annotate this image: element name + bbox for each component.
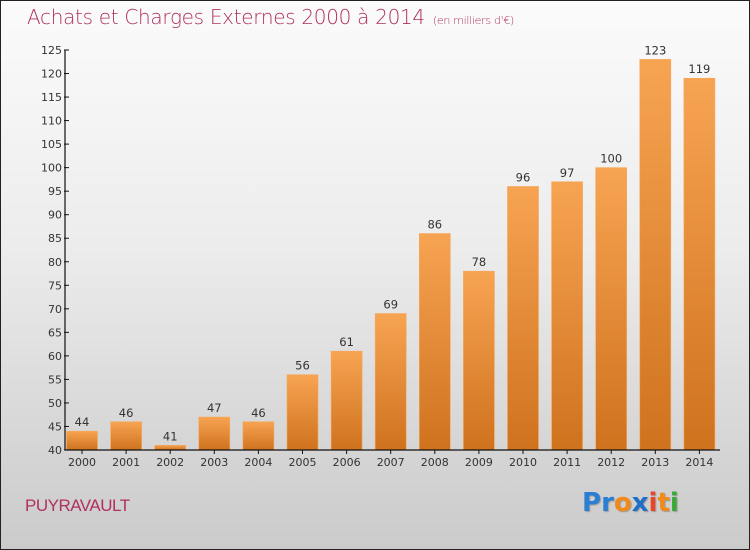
- logo-letter: i: [648, 488, 658, 518]
- bar-2003: [198, 416, 231, 451]
- y-tick-label-115: 115: [41, 91, 62, 104]
- x-tick-label-2001: 2001: [112, 456, 140, 469]
- bar-2014: [683, 77, 716, 451]
- bar-2000: [66, 430, 98, 451]
- value-label-2009: 78: [472, 255, 487, 269]
- x-tick-label-2000: 2000: [68, 456, 96, 469]
- value-label-2008: 86: [427, 218, 442, 232]
- y-tick-label-75: 75: [48, 279, 62, 292]
- bar-2005: [286, 374, 319, 451]
- y-tick-label-125: 125: [41, 44, 62, 57]
- value-label-2011: 97: [560, 166, 575, 180]
- y-tick-label-95: 95: [48, 185, 62, 198]
- bar-2004: [242, 421, 275, 451]
- value-label-2007: 69: [383, 298, 398, 312]
- value-label-2012: 100: [600, 152, 622, 166]
- bar-2011: [551, 181, 583, 451]
- bar-2010: [507, 186, 539, 451]
- value-label-2001: 46: [119, 406, 134, 420]
- logo-letter: t: [657, 488, 670, 518]
- y-tick-label-60: 60: [48, 350, 62, 363]
- value-label-2003: 47: [207, 401, 222, 415]
- x-tick-label-2004: 2004: [244, 456, 272, 469]
- bar-2006: [330, 350, 363, 451]
- x-tick-label-2005: 2005: [289, 456, 317, 469]
- y-tick-label-100: 100: [41, 162, 62, 175]
- x-tick-label-2006: 2006: [333, 456, 361, 469]
- chart-subtitle: (en milliers d'€): [432, 14, 515, 27]
- y-tick-label-45: 45: [48, 420, 62, 433]
- axes-group: 2000 2001 2002 2003 2004 2005 2006 2007 2008 2009…: [41, 44, 720, 469]
- y-tick-label-90: 90: [48, 209, 62, 222]
- bar-2009: [463, 270, 495, 451]
- x-tick-label-2003: 2003: [200, 456, 228, 469]
- logo-letter: r: [601, 488, 614, 518]
- y-tick-label-70: 70: [48, 303, 62, 316]
- bar-2007: [374, 313, 407, 451]
- y-tick-label-110: 110: [41, 115, 62, 128]
- logo-letter: P: [582, 488, 602, 518]
- bar-2002: [154, 444, 186, 451]
- value-label-2004: 46: [251, 406, 266, 420]
- x-tick-label-2014: 2014: [685, 456, 713, 469]
- x-tick-label-2009: 2009: [465, 456, 493, 469]
- bar-2013: [639, 59, 672, 451]
- logo-letter: o: [613, 488, 632, 518]
- value-label-2013: 123: [644, 43, 666, 57]
- x-tick-label-2010: 2010: [509, 456, 537, 469]
- y-tick-label-55: 55: [48, 373, 62, 386]
- bar-2001: [110, 421, 142, 451]
- y-tick-label-120: 120: [41, 68, 62, 81]
- y-tick-label-50: 50: [48, 397, 62, 410]
- y-tick-label-65: 65: [48, 326, 62, 339]
- x-tick-label-2008: 2008: [421, 456, 449, 469]
- y-tick-label-40: 40: [48, 444, 62, 457]
- x-tick-label-2011: 2011: [553, 456, 581, 469]
- city-name: PUYRAVAULT: [25, 496, 130, 515]
- y-tick-label-85: 85: [48, 232, 62, 245]
- value-label-2002: 41: [163, 429, 178, 443]
- chart-title: Achats et Charges Externes 2000 à 2014 (e…: [27, 5, 514, 29]
- bar-2008: [418, 233, 451, 451]
- y-tick-label-80: 80: [48, 256, 62, 269]
- chart-title-text: Achats et Charges Externes 2000 à 2014: [27, 5, 425, 29]
- proxiti-logo[interactable]: Proxiti: [582, 488, 679, 518]
- x-tick-label-2012: 2012: [597, 456, 625, 469]
- value-label-2000: 44: [75, 415, 90, 429]
- logo-letter: x: [631, 488, 649, 518]
- x-tick-label-2007: 2007: [377, 456, 405, 469]
- bars-group: 44 46 41 47 46 56 61 69 86 78 96 97 100 123 119: [66, 43, 716, 451]
- value-label-2006: 61: [339, 335, 354, 349]
- x-tick-label-2002: 2002: [156, 456, 184, 469]
- x-tick-label-2013: 2013: [641, 456, 669, 469]
- value-label-2010: 96: [516, 170, 531, 184]
- value-label-2005: 56: [295, 359, 310, 373]
- bar-2012: [595, 167, 628, 451]
- value-label-2014: 119: [688, 62, 710, 76]
- logo-letter: i: [669, 488, 679, 518]
- y-tick-label-105: 105: [41, 138, 62, 151]
